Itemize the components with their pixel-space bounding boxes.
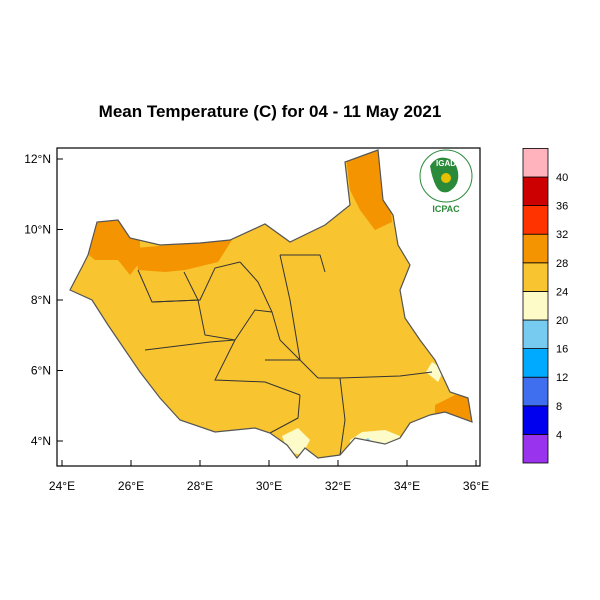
y-tick-label: 10°N [24, 223, 51, 237]
colorbar-bin [522, 233, 549, 264]
y-axis: 4°N 6°N 8°N 10°N 12°N [24, 152, 63, 448]
logo-top-text: IGAD [436, 159, 456, 168]
logo-bottom-text: ICPAC [432, 204, 460, 214]
colorbar-label: 8 [556, 401, 562, 413]
x-tick-label: 32°E [325, 479, 351, 493]
colorbar-label: 20 [556, 315, 568, 327]
colorbar-bin [522, 290, 549, 321]
x-tick-label: 30°E [256, 479, 282, 493]
colorbar-label: 12 [556, 372, 568, 384]
state-boundaries [137, 254, 433, 456]
x-tick-label: 28°E [187, 479, 213, 493]
colorbar-bin [522, 176, 549, 207]
map-title: Mean Temperature (C) for 04 - 11 May 202… [98, 102, 442, 121]
colorbar-bin [522, 147, 549, 178]
colorbar-bin [522, 262, 549, 292]
colorbar-bin [522, 376, 549, 407]
colorbar-bin [522, 319, 549, 350]
colorbar-bin [522, 433, 549, 464]
region-fill-warm-north [135, 240, 232, 272]
colorbar-label: 16 [556, 344, 568, 356]
colorbar-bin [522, 348, 549, 378]
x-tick-label: 24°E [49, 479, 75, 493]
x-axis: 24°E 26°E 28°E 30°E 32°E 34°E 36°E [49, 460, 489, 493]
colorbar-bin [522, 405, 549, 435]
y-tick-label: 8°N [31, 293, 51, 307]
x-tick-label: 26°E [118, 479, 144, 493]
colorbar-bin [522, 205, 549, 235]
y-tick-label: 12°N [24, 152, 51, 166]
colorbar-label: 36 [556, 201, 568, 213]
y-tick-label: 4°N [31, 434, 51, 448]
colorbar-label: 28 [556, 258, 568, 270]
country-outline [69, 149, 473, 459]
icpac-logo: IGAD ICPAC [419, 149, 473, 214]
y-tick-label: 6°N [31, 364, 51, 378]
colorbar-label: 24 [556, 286, 568, 298]
colorbar: 4 8 12 16 20 24 28 32 36 40 [522, 147, 568, 464]
x-tick-label: 36°E [463, 479, 489, 493]
colorbar-label: 4 [556, 429, 562, 441]
colorbar-label: 40 [556, 172, 568, 184]
x-tick-label: 34°E [394, 479, 420, 493]
colorbar-label: 32 [556, 229, 568, 241]
